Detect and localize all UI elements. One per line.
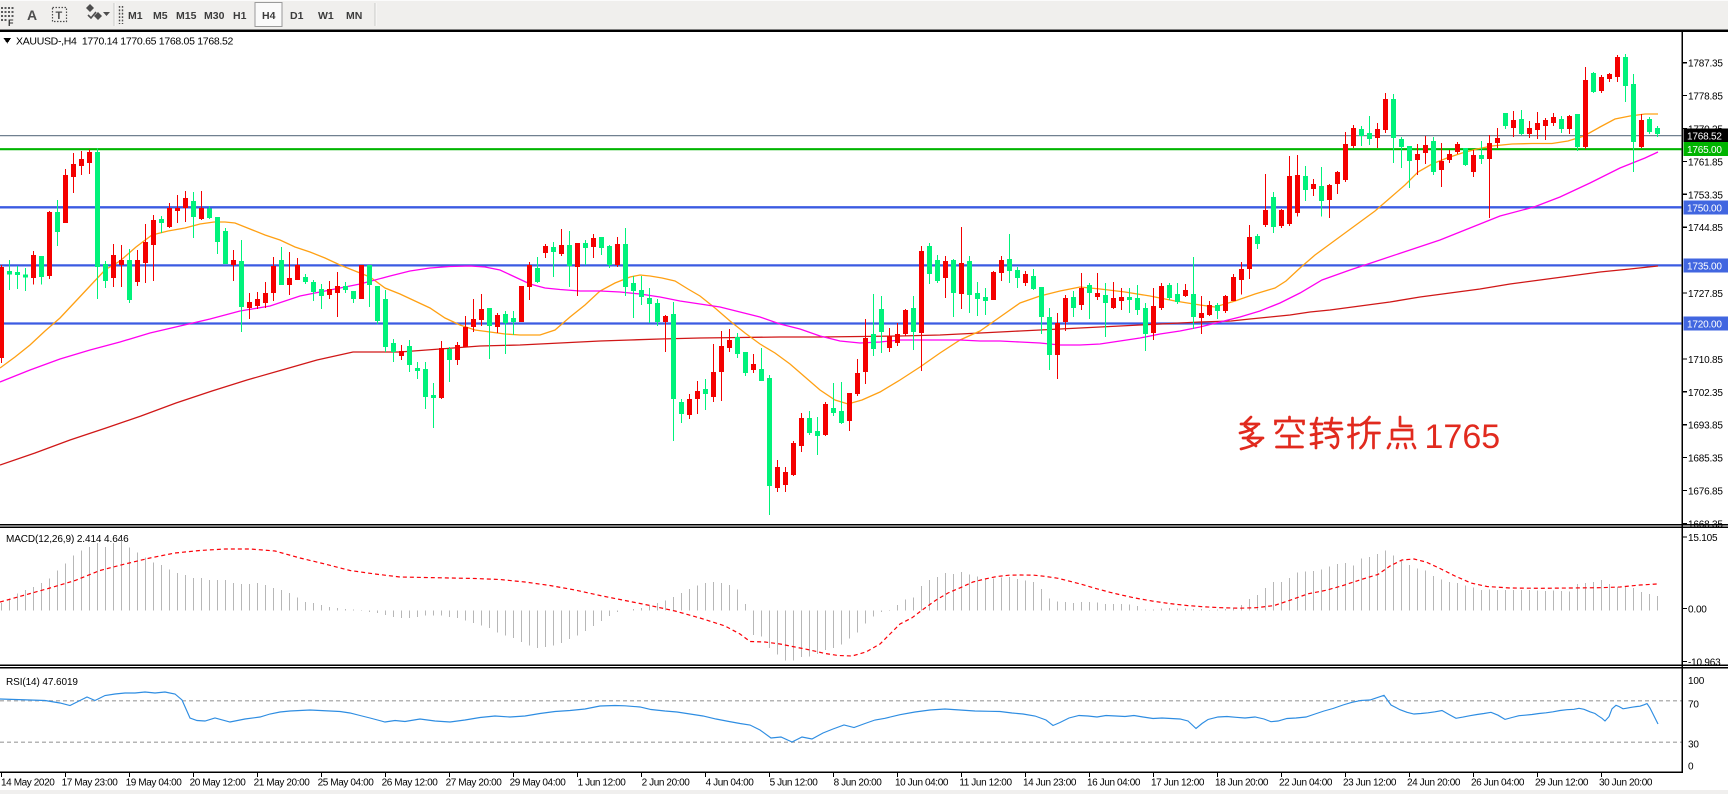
svg-text:70: 70 xyxy=(1688,699,1699,710)
svg-text:2 Jun 20:00: 2 Jun 20:00 xyxy=(642,778,691,789)
svg-text:24 Jun 20:00: 24 Jun 20:00 xyxy=(1407,778,1461,789)
svg-text:1787.35: 1787.35 xyxy=(1688,59,1723,70)
svg-text:16 Jun 04:00: 16 Jun 04:00 xyxy=(1087,778,1141,789)
svg-text:1735.00: 1735.00 xyxy=(1687,261,1722,272)
svg-text:1720.00: 1720.00 xyxy=(1687,320,1722,331)
svg-text:RSI(14) 47.6019: RSI(14) 47.6019 xyxy=(6,677,78,688)
svg-text:25 May 04:00: 25 May 04:00 xyxy=(318,778,375,789)
svg-text:27 May 20:00: 27 May 20:00 xyxy=(446,778,503,789)
svg-text:26 May 12:00: 26 May 12:00 xyxy=(382,778,439,789)
svg-text:11 Jun 12:00: 11 Jun 12:00 xyxy=(959,778,1012,789)
svg-text:5 Jun 12:00: 5 Jun 12:00 xyxy=(770,778,819,789)
svg-text:26 Jun 04:00: 26 Jun 04:00 xyxy=(1471,778,1525,789)
svg-text:1768.52: 1768.52 xyxy=(1687,132,1722,143)
svg-text:1727.85: 1727.85 xyxy=(1688,289,1723,300)
svg-text:1702.35: 1702.35 xyxy=(1688,388,1723,399)
svg-text:1765: 1765 xyxy=(1425,418,1501,456)
svg-text:8 Jun 20:00: 8 Jun 20:00 xyxy=(834,778,883,789)
svg-text:15.105: 15.105 xyxy=(1688,533,1718,544)
svg-text:4 Jun 04:00: 4 Jun 04:00 xyxy=(706,778,755,789)
svg-text:1765.00: 1765.00 xyxy=(1687,145,1722,156)
svg-text:A: A xyxy=(27,7,37,23)
svg-text:M15: M15 xyxy=(176,10,197,22)
svg-text:1744.85: 1744.85 xyxy=(1688,223,1723,234)
svg-text:1685.35: 1685.35 xyxy=(1688,454,1723,465)
svg-text:0: 0 xyxy=(1688,762,1694,773)
svg-text:XAUUSD-,H4 1770.14 1770.65 17: XAUUSD-,H4 1770.14 1770.65 1768.05 1768.… xyxy=(16,36,234,48)
svg-text:23 Jun 12:00: 23 Jun 12:00 xyxy=(1343,778,1397,789)
svg-text:30 Jun 20:00: 30 Jun 20:00 xyxy=(1599,778,1653,789)
svg-text:H1: H1 xyxy=(233,10,247,22)
svg-text:0.00: 0.00 xyxy=(1688,605,1707,616)
svg-text:29 May 04:00: 29 May 04:00 xyxy=(510,778,567,789)
svg-text:-10.963: -10.963 xyxy=(1688,658,1721,669)
svg-text:D1: D1 xyxy=(290,10,304,22)
svg-text:1750.00: 1750.00 xyxy=(1687,203,1722,214)
svg-text:1753.35: 1753.35 xyxy=(1688,190,1723,201)
svg-text:1761.85: 1761.85 xyxy=(1688,157,1723,168)
svg-text:F: F xyxy=(8,18,14,28)
svg-text:1 Jun 12:00: 1 Jun 12:00 xyxy=(578,778,627,789)
svg-text:20 May 12:00: 20 May 12:00 xyxy=(190,778,247,789)
svg-text:1693.85: 1693.85 xyxy=(1688,421,1723,432)
svg-text:18 Jun 20:00: 18 Jun 20:00 xyxy=(1215,778,1269,789)
svg-text:30: 30 xyxy=(1688,740,1699,751)
svg-text:M30: M30 xyxy=(204,10,225,22)
svg-text:T: T xyxy=(56,10,63,22)
svg-text:17 Jun 12:00: 17 Jun 12:00 xyxy=(1151,778,1205,789)
svg-text:1676.85: 1676.85 xyxy=(1688,487,1723,498)
svg-text:19 May 04:00: 19 May 04:00 xyxy=(126,778,183,789)
svg-text:1778.85: 1778.85 xyxy=(1688,92,1723,103)
svg-text:21 May 20:00: 21 May 20:00 xyxy=(254,778,311,789)
svg-text:22 Jun 04:00: 22 Jun 04:00 xyxy=(1279,778,1333,789)
svg-text:M1: M1 xyxy=(128,10,143,22)
svg-text:W1: W1 xyxy=(318,10,334,22)
svg-text:29 Jun 12:00: 29 Jun 12:00 xyxy=(1535,778,1589,789)
svg-text:1710.85: 1710.85 xyxy=(1688,355,1723,366)
svg-text:MACD(12,26,9) 2.414 4.646: MACD(12,26,9) 2.414 4.646 xyxy=(6,534,129,545)
svg-text:H4: H4 xyxy=(262,10,276,22)
svg-text:17 May 23:00: 17 May 23:00 xyxy=(62,778,119,789)
svg-text:MN: MN xyxy=(346,10,362,22)
svg-text:10 Jun 04:00: 10 Jun 04:00 xyxy=(895,778,949,789)
svg-text:M5: M5 xyxy=(153,10,168,22)
svg-text:14 Jun 23:00: 14 Jun 23:00 xyxy=(1023,778,1077,789)
svg-text:100: 100 xyxy=(1688,676,1705,687)
svg-text:14 May 2020: 14 May 2020 xyxy=(1,778,55,789)
svg-text:1668.35: 1668.35 xyxy=(1688,519,1723,530)
